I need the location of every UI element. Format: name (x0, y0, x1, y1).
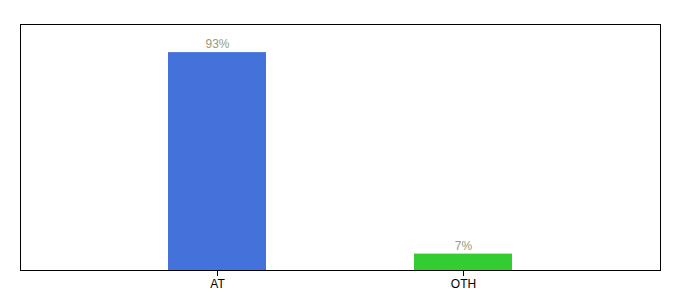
svg-text:93%: 93% (205, 37, 229, 51)
svg-text:AT: AT (210, 277, 225, 291)
svg-text:OTH: OTH (451, 277, 476, 291)
svg-text:7%: 7% (455, 239, 473, 253)
